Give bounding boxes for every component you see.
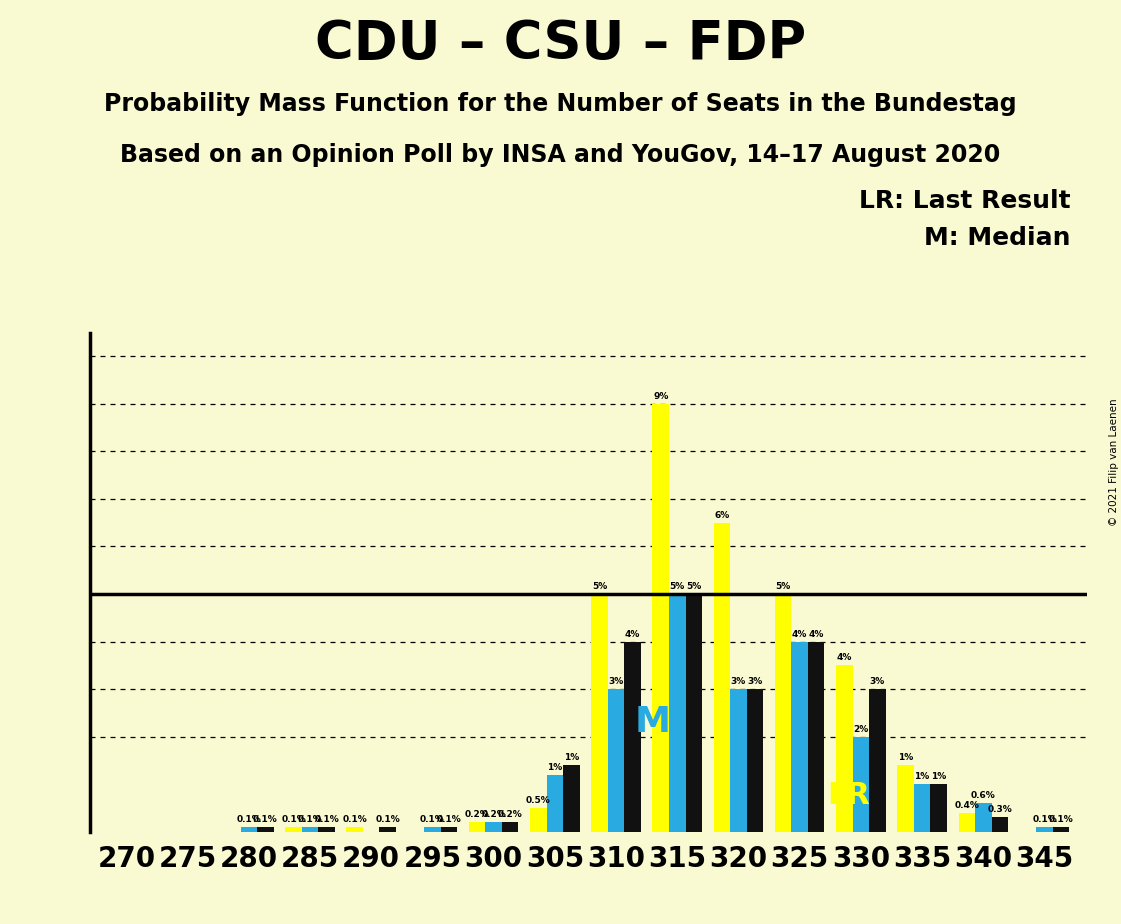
Text: 5%: 5% <box>669 582 685 591</box>
Bar <box>775 594 791 832</box>
Text: 0.1%: 0.1% <box>342 815 367 824</box>
Text: 4%: 4% <box>836 653 852 663</box>
Text: Probability Mass Function for the Number of Seats in the Bundestag: Probability Mass Function for the Number… <box>104 92 1017 116</box>
Text: 4%: 4% <box>808 629 824 638</box>
Text: 3%: 3% <box>748 677 762 687</box>
Text: M: M <box>634 705 670 739</box>
Text: 1%: 1% <box>547 762 563 772</box>
Text: LR: Last Result: LR: Last Result <box>859 189 1071 213</box>
Bar <box>257 827 274 832</box>
Bar <box>669 594 686 832</box>
Bar <box>1053 827 1069 832</box>
Text: 0.1%: 0.1% <box>253 815 278 824</box>
Text: 0.1%: 0.1% <box>237 815 261 824</box>
Bar <box>652 404 669 832</box>
Bar <box>608 689 624 832</box>
Bar <box>563 765 580 832</box>
Bar <box>285 827 302 832</box>
Text: 0.1%: 0.1% <box>298 815 323 824</box>
Text: 0.6%: 0.6% <box>971 791 995 800</box>
Text: 9%: 9% <box>654 392 668 401</box>
Bar <box>791 641 808 832</box>
Text: Based on an Opinion Poll by INSA and YouGov, 14–17 August 2020: Based on an Opinion Poll by INSA and You… <box>120 143 1001 167</box>
Text: M: Median: M: Median <box>924 226 1071 250</box>
Bar <box>714 523 730 832</box>
Text: 6%: 6% <box>714 511 730 520</box>
Text: 0.1%: 0.1% <box>436 815 462 824</box>
Bar <box>808 641 824 832</box>
Bar <box>747 689 763 832</box>
Text: 0.3%: 0.3% <box>988 806 1012 814</box>
Bar <box>530 808 547 832</box>
Text: 4%: 4% <box>624 629 640 638</box>
Text: 3%: 3% <box>609 677 623 687</box>
Text: 0.1%: 0.1% <box>1032 815 1057 824</box>
Bar <box>853 736 869 832</box>
Bar <box>318 827 335 832</box>
Bar <box>930 784 947 832</box>
Bar <box>346 827 363 832</box>
Bar <box>441 827 457 832</box>
Bar <box>686 594 702 832</box>
Text: CDU – CSU – FDP: CDU – CSU – FDP <box>315 18 806 70</box>
Bar <box>836 665 853 832</box>
Text: 0.1%: 0.1% <box>376 815 400 824</box>
Text: 1%: 1% <box>932 772 946 781</box>
Bar <box>547 774 563 832</box>
Text: 0.4%: 0.4% <box>954 801 980 809</box>
Text: 3%: 3% <box>731 677 747 687</box>
Text: LR: LR <box>827 782 870 810</box>
Text: 1%: 1% <box>898 753 914 762</box>
Text: 4%: 4% <box>793 629 807 638</box>
Bar <box>914 784 930 832</box>
Text: 3%: 3% <box>870 677 886 687</box>
Text: 0.1%: 0.1% <box>314 815 339 824</box>
Text: 0.2%: 0.2% <box>481 810 506 820</box>
Bar <box>241 827 257 832</box>
Text: 0.2%: 0.2% <box>465 810 490 820</box>
Bar <box>591 594 608 832</box>
Bar <box>469 822 485 832</box>
Bar <box>502 822 518 832</box>
Bar <box>975 803 992 832</box>
Text: 0.5%: 0.5% <box>526 796 550 805</box>
Text: 0.2%: 0.2% <box>498 810 522 820</box>
Bar <box>730 689 747 832</box>
Bar <box>897 765 914 832</box>
Text: 5%: 5% <box>776 582 790 591</box>
Text: 0.1%: 0.1% <box>420 815 445 824</box>
Text: 1%: 1% <box>564 753 580 762</box>
Bar <box>485 822 502 832</box>
Text: © 2021 Filip van Laenen: © 2021 Filip van Laenen <box>1109 398 1119 526</box>
Text: 0.1%: 0.1% <box>1048 815 1074 824</box>
Text: 5%: 5% <box>592 582 608 591</box>
Bar <box>992 818 1008 832</box>
Bar <box>1036 827 1053 832</box>
Bar <box>958 812 975 832</box>
Text: 1%: 1% <box>915 772 929 781</box>
Text: 0.1%: 0.1% <box>281 815 306 824</box>
Bar <box>302 827 318 832</box>
Text: 2%: 2% <box>853 724 869 734</box>
Text: 5%: 5% <box>686 582 702 591</box>
Bar <box>869 689 886 832</box>
Bar <box>380 827 396 832</box>
Bar <box>624 641 641 832</box>
Bar <box>424 827 441 832</box>
